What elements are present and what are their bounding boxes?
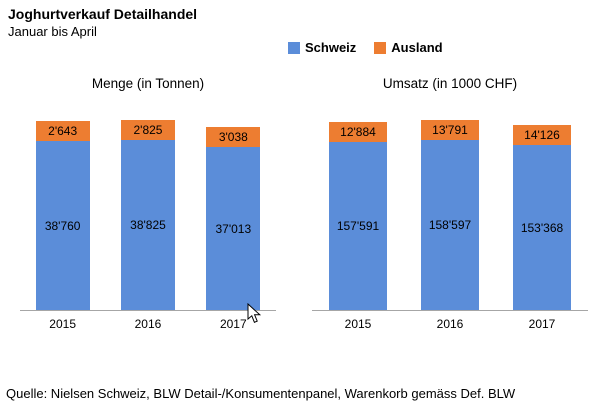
legend-label-schweiz: Schweiz [305, 40, 357, 55]
category-label-umsatz-2017: 2017 [528, 317, 556, 331]
plot-area-menge: 2'643 38'760 2'825 38'825 3'038 37'013 [20, 120, 276, 311]
category-label-menge-2017: 2017 [219, 317, 247, 331]
chart-panel-menge: Menge (in Tonnen) 2'643 38'760 2'825 38'825… [20, 76, 276, 331]
bar-segment-schweiz-menge-2017: 37'013 [206, 147, 261, 310]
category-label-umsatz-2015: 2015 [344, 317, 372, 331]
stacked-bar-menge-2016: 2'825 38'825 [120, 120, 175, 310]
plot-area-umsatz: 12'884 157'591 13'791 158'597 14'126 153'368 [312, 120, 588, 311]
legend-item-ausland: Ausland [374, 40, 443, 55]
bar-segment-ausland-umsatz-2016: 13'791 [421, 120, 479, 140]
bar-segment-ausland-menge-2015: 2'643 [35, 121, 90, 142]
bar-segment-ausland-menge-2017: 3'038 [206, 127, 261, 148]
stacked-bar-menge-2017: 3'038 37'013 [206, 127, 261, 310]
legend-label-ausland: Ausland [391, 40, 443, 55]
source-note: Quelle: Nielsen Schweiz, BLW Detail-/Kon… [6, 386, 516, 402]
legend-swatch-schweiz-icon [288, 41, 300, 54]
chart-header: Joghurtverkauf Detailhandel Januar bis A… [8, 5, 197, 40]
legend: Schweiz Ausland [288, 40, 443, 55]
stacked-bar-umsatz-2015: 12'884 157'591 [329, 122, 387, 310]
legend-swatch-ausland-icon [374, 41, 387, 54]
legend-item-schweiz: Schweiz [288, 40, 356, 55]
stacked-bar-menge-2015: 2'643 38'760 [35, 121, 90, 310]
category-axis-umsatz: 2015 2016 2017 [312, 317, 588, 331]
chart-panel-umsatz: Umsatz (in 1000 CHF) 12'884 157'591 13'791… [312, 76, 588, 331]
category-label-menge-2015: 2015 [49, 317, 76, 331]
category-label-umsatz-2016: 2016 [436, 317, 464, 331]
category-label-menge-2016: 2016 [134, 317, 162, 331]
chart-title-umsatz: Umsatz (in 1000 CHF) [382, 76, 518, 91]
category-axis-menge: 2015 2016 2017 [20, 317, 276, 331]
page-title: Joghurtverkauf Detailhandel [8, 6, 198, 22]
bar-segment-schweiz-umsatz-2015: 157'591 [329, 142, 387, 310]
bar-segment-ausland-umsatz-2015: 12'884 [329, 122, 387, 143]
stacked-bar-umsatz-2017: 14'126 153'368 [513, 125, 571, 310]
bar-segment-ausland-menge-2016: 2'825 [120, 120, 175, 140]
page-subtitle: Januar bis April [8, 24, 97, 39]
mouse-cursor-icon [247, 303, 262, 323]
bar-segment-ausland-umsatz-2017: 14'126 [513, 125, 571, 146]
stacked-bar-umsatz-2016: 13'791 158'597 [421, 120, 479, 310]
bar-segment-schweiz-umsatz-2017: 153'368 [513, 145, 571, 310]
bar-segment-schweiz-umsatz-2016: 158'597 [421, 140, 479, 310]
chart-title-menge: Menge (in Tonnen) [91, 76, 205, 91]
bar-segment-schweiz-menge-2015: 38'760 [35, 141, 90, 310]
bar-segment-schweiz-menge-2016: 38'825 [120, 140, 175, 310]
source-note-text: Quelle: Nielsen Schweiz, BLW Detail-/Kon… [6, 386, 516, 402]
